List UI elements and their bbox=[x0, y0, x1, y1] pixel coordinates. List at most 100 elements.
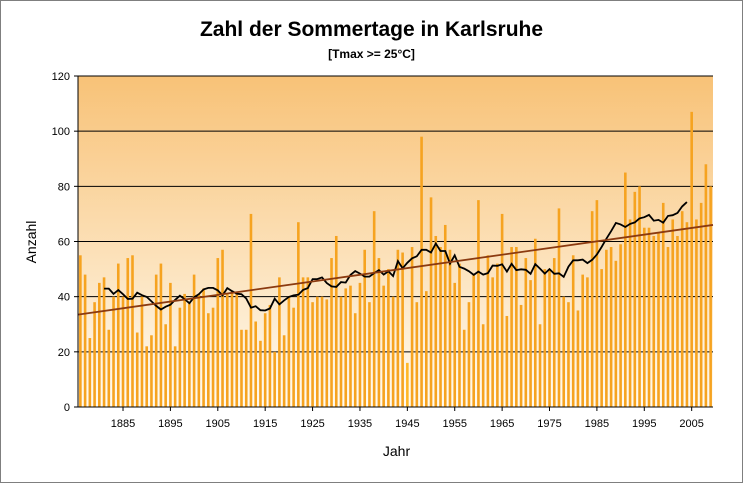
bar-1971 bbox=[529, 280, 532, 407]
bar-1930 bbox=[334, 235, 338, 407]
bar-1981 bbox=[576, 310, 580, 407]
bar-1939 bbox=[377, 258, 381, 407]
bar-1884 bbox=[116, 263, 120, 407]
y-tick-label: 60 bbox=[58, 237, 70, 249]
bar-1987 bbox=[605, 249, 608, 407]
x-tick-label: 1975 bbox=[537, 418, 561, 430]
bar-1883 bbox=[112, 296, 115, 407]
bar-1967 bbox=[510, 247, 513, 407]
bar-1961 bbox=[481, 324, 485, 407]
bar-1973 bbox=[538, 324, 542, 407]
bar-1954 bbox=[448, 249, 452, 407]
bar-1892 bbox=[154, 274, 158, 407]
bar-1913 bbox=[254, 321, 258, 407]
bar-1980 bbox=[571, 255, 575, 407]
bar-1955 bbox=[453, 282, 457, 407]
bar-1986 bbox=[600, 269, 603, 407]
bar-1891 bbox=[150, 335, 153, 407]
bar-2003 bbox=[680, 211, 684, 407]
bar-2001 bbox=[671, 219, 675, 407]
bar-1990 bbox=[619, 244, 622, 407]
bar-1965 bbox=[500, 213, 504, 407]
bar-1993 bbox=[633, 191, 637, 407]
bar-1962 bbox=[486, 255, 490, 407]
bar-1935 bbox=[358, 282, 362, 407]
bar-1882 bbox=[107, 329, 111, 407]
bar-1923 bbox=[301, 277, 305, 407]
bar-1991 bbox=[624, 172, 627, 407]
bar-1958 bbox=[467, 302, 471, 407]
bar-1887 bbox=[131, 255, 134, 407]
chart-title: Zahl der Sommertage in Karlsruhe bbox=[199, 18, 544, 41]
bar-1919 bbox=[282, 335, 286, 407]
bar-1988 bbox=[609, 247, 613, 407]
bar-1972 bbox=[533, 238, 537, 407]
bar-1982 bbox=[581, 274, 584, 407]
y-tick-label: 80 bbox=[58, 181, 70, 193]
bar-1934 bbox=[353, 313, 357, 407]
bar-1938 bbox=[372, 211, 376, 407]
bar-1917 bbox=[273, 351, 276, 407]
bar-1886 bbox=[126, 258, 130, 407]
bar-1910 bbox=[240, 329, 243, 407]
bar-1903 bbox=[207, 313, 210, 407]
bar-1925 bbox=[311, 302, 314, 407]
bar-1876 bbox=[79, 255, 82, 407]
bar-1998 bbox=[657, 233, 660, 407]
bar-1941 bbox=[387, 269, 390, 407]
bar-2000 bbox=[666, 247, 670, 407]
bar-1975 bbox=[548, 269, 551, 407]
bar-1901 bbox=[197, 293, 201, 407]
bar-1952 bbox=[439, 247, 442, 407]
bar-1907 bbox=[225, 293, 229, 407]
bar-2005 bbox=[690, 111, 693, 407]
bar-1940 bbox=[382, 285, 385, 407]
y-tick-label: 100 bbox=[52, 126, 70, 138]
bar-1889 bbox=[140, 296, 144, 407]
bar-series bbox=[79, 111, 712, 407]
x-tick-label: 1995 bbox=[632, 418, 656, 430]
x-tick-label: 1965 bbox=[490, 418, 514, 430]
bar-1908 bbox=[230, 291, 234, 407]
bar-1898 bbox=[183, 293, 186, 407]
bar-1956 bbox=[458, 263, 461, 407]
x-tick-label: 1955 bbox=[442, 418, 466, 430]
bar-1983 bbox=[586, 277, 589, 407]
bar-1932 bbox=[344, 288, 348, 407]
x-tick-labels: 1885 1895 1905 1915 1925 1935 1945 1955 1965 1975… bbox=[111, 418, 704, 430]
bar-1999 bbox=[661, 202, 665, 407]
bar-1953 bbox=[443, 224, 447, 407]
bar-1950 bbox=[429, 197, 433, 407]
bar-1920 bbox=[287, 296, 291, 407]
bar-1947 bbox=[415, 302, 419, 407]
bar-1888 bbox=[135, 332, 139, 407]
bar-1997 bbox=[652, 235, 656, 407]
bar-1912 bbox=[249, 213, 253, 407]
bar-1984 bbox=[590, 211, 594, 407]
bar-1964 bbox=[496, 263, 499, 407]
x-tick-label: 1895 bbox=[158, 418, 182, 430]
line-series bbox=[77, 201, 714, 316]
x-tick-label: 1985 bbox=[585, 418, 609, 430]
bar-1918 bbox=[278, 277, 281, 407]
bar-1877 bbox=[83, 274, 87, 407]
bar-1880 bbox=[98, 282, 101, 407]
bar-1895 bbox=[169, 282, 172, 407]
bar-1977 bbox=[557, 208, 561, 407]
bar-1979 bbox=[567, 302, 570, 407]
bar-2009 bbox=[709, 186, 712, 407]
x-tick-label: 1915 bbox=[253, 418, 277, 430]
trend-line bbox=[77, 224, 714, 316]
bar-1948 bbox=[420, 136, 423, 407]
bar-1936 bbox=[363, 249, 367, 407]
x-tick-label: 1885 bbox=[111, 418, 135, 430]
bar-1937 bbox=[368, 302, 371, 407]
bar-1969 bbox=[519, 304, 523, 407]
bar-1904 bbox=[211, 307, 215, 407]
bar-1927 bbox=[320, 296, 324, 407]
bar-1885 bbox=[121, 296, 125, 407]
bar-1926 bbox=[316, 296, 319, 407]
bar-1996 bbox=[647, 227, 651, 407]
bar-1911 bbox=[244, 329, 248, 407]
bar-1900 bbox=[192, 274, 196, 407]
